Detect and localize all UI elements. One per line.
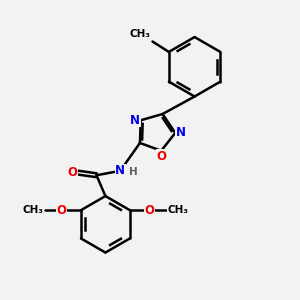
Text: CH₃: CH₃	[167, 205, 188, 215]
Text: O: O	[144, 204, 154, 217]
Text: CH₃: CH₃	[129, 29, 150, 39]
Text: N: N	[115, 164, 125, 177]
Text: H: H	[129, 167, 138, 177]
Text: O: O	[156, 150, 166, 163]
Text: CH₃: CH₃	[23, 205, 44, 215]
Text: N: N	[176, 126, 186, 139]
Text: O: O	[67, 166, 77, 179]
Text: O: O	[57, 204, 67, 217]
Text: N: N	[130, 114, 140, 127]
